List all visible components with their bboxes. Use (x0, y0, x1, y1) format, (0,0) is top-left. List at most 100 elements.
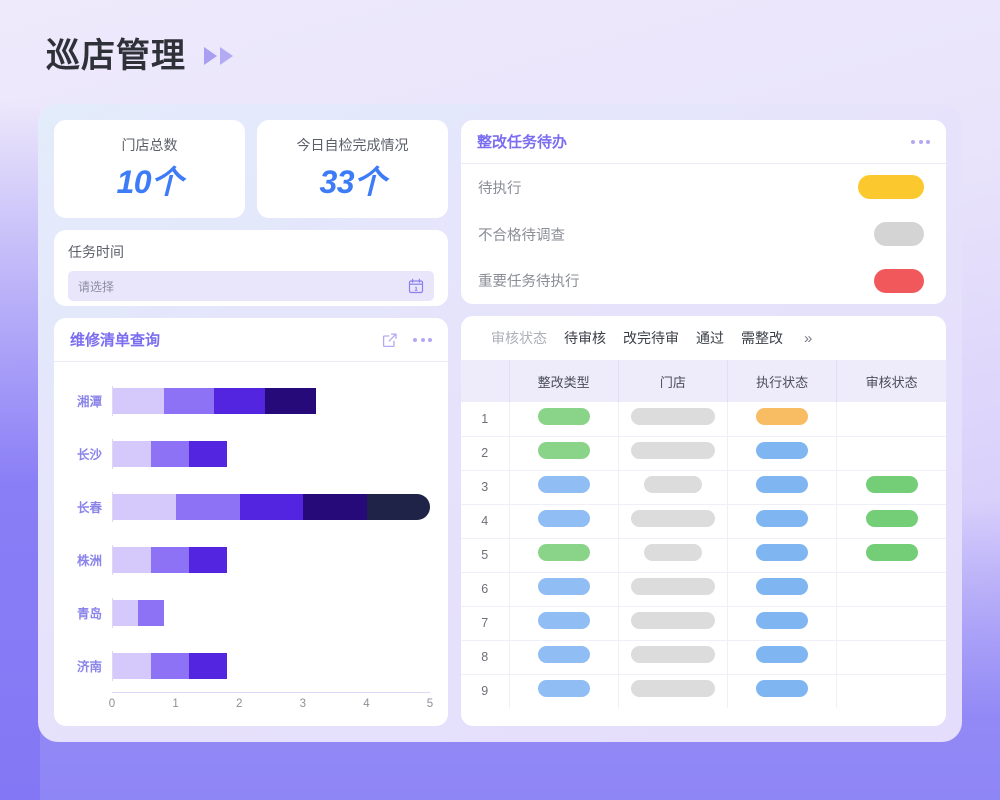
table-cell-type (509, 436, 619, 471)
table-cell-index: 1 (461, 402, 510, 437)
chart-bar-segment (189, 440, 228, 467)
chart-bar-segment (113, 599, 139, 626)
chart-card-header: 维修清单查询 (54, 318, 448, 362)
chart-bar-segment (113, 652, 152, 679)
chart-category-label: 济南 (76, 660, 102, 674)
cell-status-pill (630, 510, 715, 527)
double-triangle-right-icon (204, 41, 233, 65)
chart-category-label: 青岛 (76, 607, 102, 621)
todo-row[interactable]: 待执行 (461, 164, 946, 211)
filter-label: 审核状态 (491, 330, 547, 346)
chart-bar-segment (113, 440, 152, 467)
table-row[interactable]: 1 (461, 402, 946, 437)
cell-status-pill (643, 544, 702, 561)
chart-bar[interactable] (113, 652, 303, 679)
more-dots-icon[interactable] (911, 139, 930, 144)
cell-status-pill (756, 612, 809, 629)
stat-card-today-selfcheck[interactable]: 今日自检完成情况 33个 (257, 120, 448, 218)
table-row[interactable]: 9 (461, 674, 946, 708)
table-cell-type (509, 606, 619, 641)
todo-row[interactable]: 不合格待调查 (461, 211, 946, 258)
table-cell-store (618, 572, 729, 607)
chart-bar-track (112, 650, 430, 681)
table-row[interactable]: 3 (461, 470, 946, 505)
cell-status-pill (630, 578, 715, 595)
chart-x-tick: 1 (172, 698, 179, 710)
chart-bar-segment (151, 652, 190, 679)
page-title: 巡店管理 (46, 37, 186, 75)
chart-bar[interactable] (113, 546, 303, 573)
filter-tab-pending-review[interactable]: 待审核 (564, 330, 606, 346)
table-col-type[interactable]: 整改类型 (509, 360, 619, 402)
chart-bar[interactable] (113, 440, 303, 467)
task-time-placeholder: 请选择 (78, 279, 115, 294)
table-col-review[interactable]: 审核状态 (836, 360, 946, 402)
todo-row[interactable]: 重要任务待执行 (461, 257, 946, 304)
chart-bar-segment (138, 599, 164, 626)
chart-row: 长春 (64, 491, 430, 522)
chart-bar-segment (113, 546, 152, 573)
filter-tab-passed[interactable]: 通过 (696, 330, 724, 346)
chart-category-label: 长沙 (76, 448, 102, 462)
table-row[interactable]: 7 (461, 606, 946, 641)
table-cell-review (836, 606, 946, 641)
table-cell-exec (727, 470, 838, 505)
chart-bar-segment (151, 546, 190, 573)
table-cell-index: 3 (461, 470, 510, 505)
chart-x-axis: 0 1 2 3 4 5 (109, 692, 433, 718)
todo-title: 整改任务待办 (477, 134, 568, 151)
row-index-label: 6 (481, 582, 489, 596)
table-cell-index: 6 (461, 572, 510, 607)
filter-more-icon[interactable]: » (804, 329, 813, 347)
cell-status-pill (537, 646, 590, 663)
filter-tab-fixed-pending[interactable]: 改完待审 (623, 330, 679, 346)
filter-tab-need-fix[interactable]: 需整改 (741, 330, 783, 346)
right-column: 整改任务待办 待执行 不合格待调查 重要任务待执行 审核状态 待审核 改完待审 通过… (461, 120, 946, 726)
table-col-store[interactable]: 门店 (618, 360, 729, 402)
cell-status-pill (537, 544, 590, 561)
background-gradient-left (0, 100, 40, 800)
table-cell-store (618, 538, 729, 573)
chart-x-tick: 3 (299, 698, 306, 710)
chart-row: 济南 (64, 650, 430, 681)
chart-bar[interactable] (113, 387, 367, 414)
table-cell-type (509, 402, 619, 437)
more-dots-icon[interactable] (413, 337, 432, 342)
table-row[interactable]: 8 (461, 640, 946, 675)
table-cell-exec (727, 436, 838, 471)
table-row[interactable]: 5 (461, 538, 946, 573)
share-export-icon[interactable] (381, 331, 399, 349)
chart-bar-segment (303, 493, 367, 520)
cell-status-pill (865, 544, 918, 561)
triangle-right-icon-1 (204, 46, 217, 65)
rectification-table: 整改类型 门店 执行状态 审核状态 1 2 3 4 5 6 7 8 9 (461, 360, 946, 708)
row-index-label: 5 (481, 548, 489, 562)
stat-value: 10个 (116, 164, 183, 200)
table-row[interactable]: 6 (461, 572, 946, 607)
table-col-exec[interactable]: 执行状态 (727, 360, 838, 402)
chart-bar-segment (113, 387, 164, 414)
table-row[interactable]: 4 (461, 504, 946, 539)
chart-category-label: 长春 (76, 501, 102, 515)
cell-status-pill (756, 578, 809, 595)
table-cell-review (836, 538, 946, 573)
table-cell-exec (727, 606, 838, 641)
stat-card-total-stores[interactable]: 门店总数 10个 (54, 120, 245, 218)
stat-label: 门店总数 (121, 137, 178, 153)
table-row[interactable]: 2 (461, 436, 946, 471)
chart-x-tick: 2 (235, 698, 243, 710)
cell-status-pill (756, 442, 809, 459)
chart-bar[interactable] (113, 493, 430, 520)
chart-bar[interactable] (113, 599, 240, 626)
table-cell-type (509, 640, 619, 675)
calendar-icon[interactable] (408, 278, 424, 294)
triangle-right-icon-2 (220, 46, 233, 65)
task-time-input[interactable]: 请选择 (68, 271, 434, 301)
cell-status-pill (865, 476, 918, 493)
page-header: 巡店管理 (46, 28, 233, 77)
rectification-table-card: 审核状态 待审核 改完待审 通过 需整改 » 整改类型 门店 执行状态 审核状态 (461, 316, 946, 726)
row-index-label: 7 (481, 616, 489, 630)
todo-status-pill (874, 222, 924, 246)
cell-status-pill (630, 407, 715, 425)
table-cell-review (837, 674, 946, 708)
